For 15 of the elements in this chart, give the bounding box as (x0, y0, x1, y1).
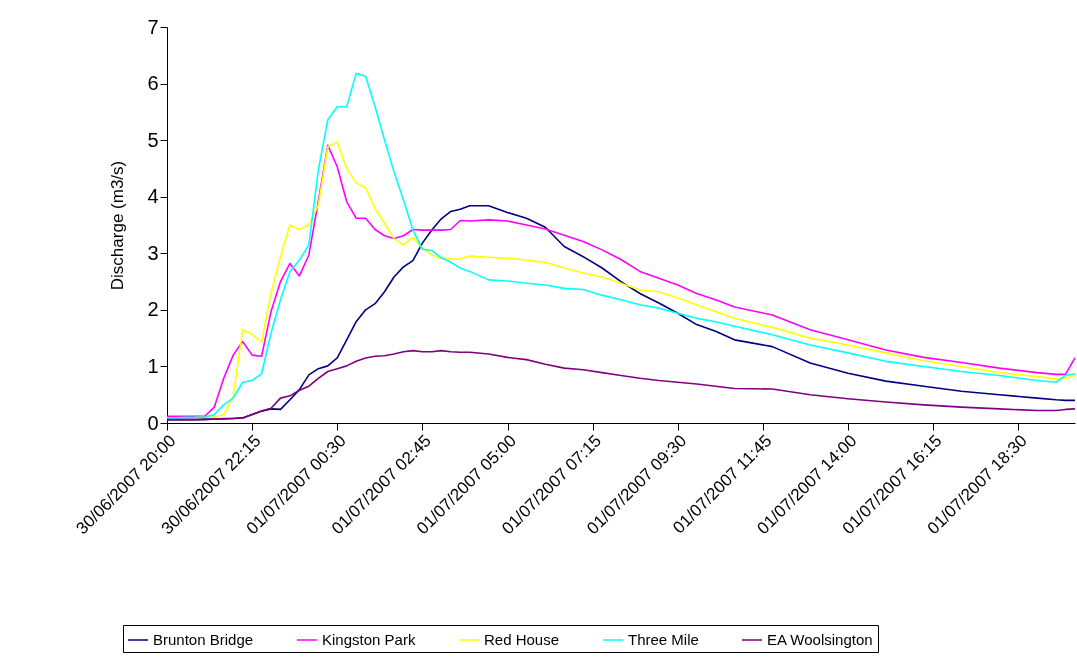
legend-label: Three Mile (628, 631, 699, 648)
y-tick-label: 6 (147, 72, 159, 95)
line-series (166, 72, 1076, 419)
y-tick-label: 7 (147, 15, 159, 38)
y-axis-title: Discharge (m3/s) (108, 160, 128, 291)
legend-label: EA Woolsington (767, 631, 873, 648)
legend-label: Kingston Park (322, 631, 416, 648)
y-tick-label: 2 (147, 298, 159, 321)
y-tick-label: 4 (147, 185, 159, 208)
legend-label: Brunton Bridge (153, 631, 254, 648)
y-tick-label: 0 (147, 411, 159, 434)
y-tick-label: 5 (147, 128, 159, 151)
y-tick-label: 3 (147, 241, 159, 264)
legend-label: Red House (484, 631, 560, 648)
y-tick-label: 1 (147, 354, 159, 377)
